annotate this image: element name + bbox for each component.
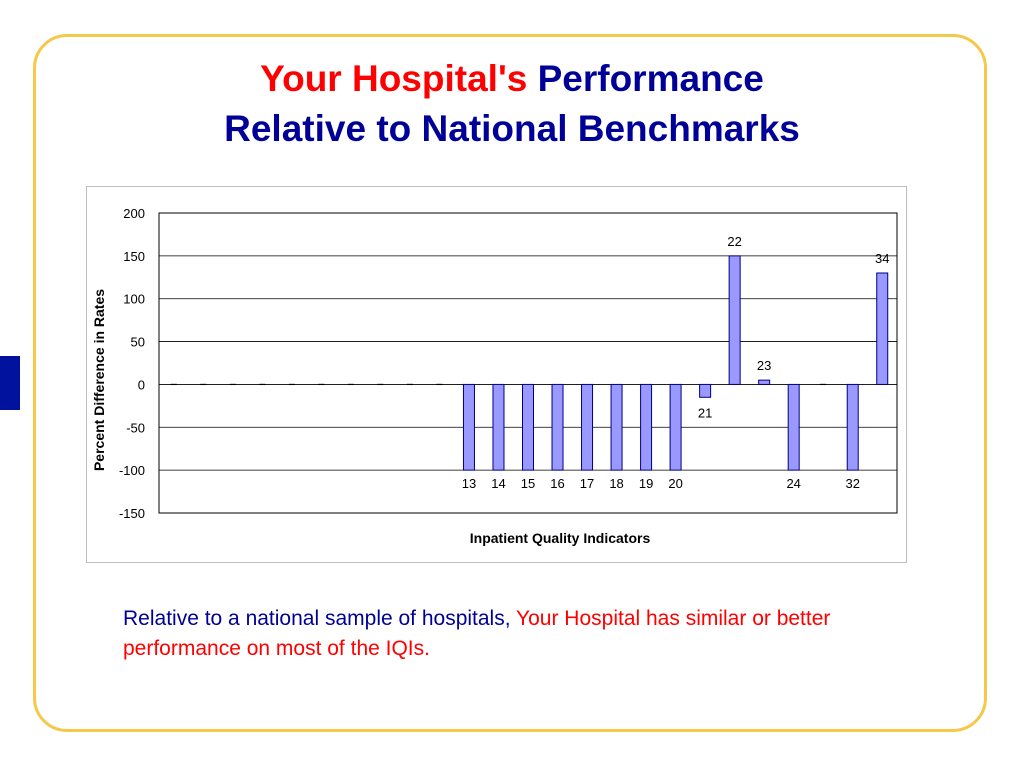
y-tick-label: 0 [138,377,145,392]
bar-21 [699,383,712,398]
bar-23 [758,379,771,385]
y-tick-label: 50 [131,335,145,350]
bar-label-17: 17 [580,476,594,491]
y-tick-label: 100 [123,292,145,307]
slide-title: Your Hospital's Performance Relative to … [0,54,1024,154]
y-tick-label: -100 [119,463,145,478]
caption-blue: Relative to a national sample of hospita… [123,607,511,630]
bar-label-20: 20 [668,476,682,491]
bar-label-21: 21 [698,405,712,420]
y-tick-label: 150 [123,249,145,264]
caption: Relative to a national sample of hospita… [123,604,923,664]
bar-label-24: 24 [786,476,800,491]
bar-15 [522,383,534,471]
bar-label-15: 15 [521,476,535,491]
bar-20 [669,383,682,471]
bar-14 [492,383,505,471]
bar-label-16: 16 [550,476,564,491]
bar-label-34: 34 [875,251,889,266]
y-tick-label: -50 [126,420,145,435]
title-hospital: Your Hospital's [260,58,528,99]
chart-container: 13 14 15 16 17 18 19 20 21 22 23 24 32 34 200 150 100 50… [86,186,907,563]
title-line-2: Relative to National Benchmarks [224,108,800,149]
title-performance: Performance [537,58,764,99]
y-tick-label: 200 [123,206,145,221]
bar-19 [640,383,653,471]
bar-label-14: 14 [491,476,505,491]
bar-label-32: 32 [845,476,859,491]
x-axis-label: Inpatient Quality Indicators [470,530,651,546]
bar-34 [876,272,889,385]
bar-17 [581,383,594,471]
bar-label-23: 23 [757,358,771,373]
bar-label-18: 18 [609,476,623,491]
bar-chart: 13 14 15 16 17 18 19 20 21 22 23 24 32 34 200 150 100 50… [91,206,898,546]
bar-22 [728,255,741,385]
bar-18 [610,383,623,471]
bar-label-13: 13 [462,476,476,491]
title-line-1: Your Hospital's Performance [0,54,1024,104]
bar-13 [462,383,475,471]
bar-32 [846,383,859,471]
y-tick-label: -150 [119,506,145,521]
bar-label-19: 19 [639,476,653,491]
bar-label-22: 22 [727,234,741,249]
bar-24 [787,383,800,471]
side-tab [0,356,20,410]
plot-area [158,212,898,514]
caption-red: Your Hospital has similar or better perf… [123,607,831,660]
y-axis-label: Percent Difference in Rates [91,289,107,471]
bar-16 [551,383,564,471]
slide-frame [33,34,987,732]
